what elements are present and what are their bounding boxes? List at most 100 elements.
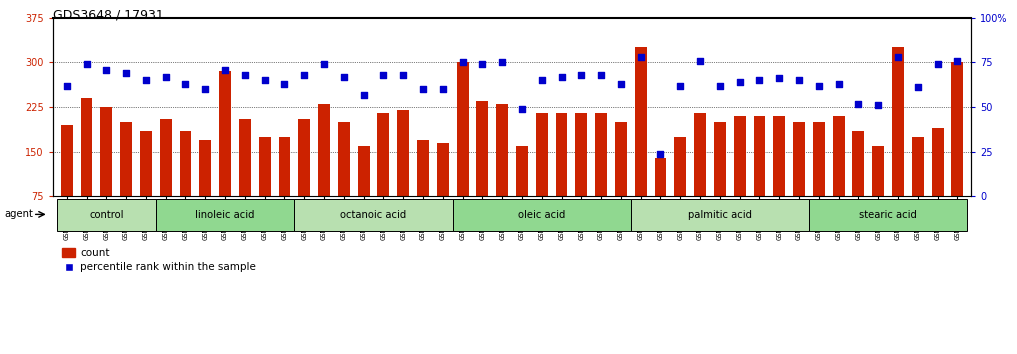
FancyBboxPatch shape: [453, 199, 631, 231]
Bar: [61, 125, 72, 241]
Point: [256, 78, 273, 83]
Point: [375, 72, 392, 78]
Bar: [714, 122, 726, 241]
Point: [752, 78, 768, 83]
Bar: [298, 119, 310, 241]
Bar: [120, 122, 132, 241]
Bar: [101, 107, 112, 241]
FancyBboxPatch shape: [631, 199, 809, 231]
Bar: [417, 140, 429, 241]
Bar: [655, 158, 666, 241]
Bar: [80, 98, 93, 241]
Point: [217, 67, 233, 72]
Point: [316, 61, 333, 67]
Point: [652, 151, 668, 156]
Point: [78, 61, 95, 67]
Point: [356, 92, 372, 97]
Bar: [199, 140, 212, 241]
Bar: [140, 131, 152, 241]
Point: [613, 81, 630, 87]
Bar: [555, 113, 567, 241]
Point: [930, 61, 946, 67]
Text: stearic acid: stearic acid: [859, 210, 917, 220]
Point: [731, 79, 747, 85]
Bar: [773, 116, 785, 241]
Point: [534, 78, 550, 83]
Bar: [576, 113, 587, 241]
Point: [59, 83, 75, 88]
Point: [514, 106, 530, 112]
FancyBboxPatch shape: [156, 199, 294, 231]
Bar: [733, 116, 745, 241]
Bar: [536, 113, 548, 241]
Point: [177, 81, 193, 87]
Bar: [833, 116, 844, 241]
FancyBboxPatch shape: [57, 199, 156, 231]
Bar: [239, 119, 251, 241]
Point: [909, 85, 925, 90]
Point: [494, 59, 511, 65]
Bar: [338, 122, 350, 241]
Point: [890, 54, 906, 60]
Point: [455, 59, 471, 65]
Point: [197, 86, 214, 92]
Bar: [595, 113, 607, 241]
Point: [158, 74, 174, 80]
Bar: [358, 146, 369, 241]
Point: [791, 78, 807, 83]
Text: control: control: [89, 210, 124, 220]
Bar: [695, 113, 706, 241]
Point: [277, 81, 293, 87]
FancyBboxPatch shape: [294, 199, 453, 231]
Bar: [457, 62, 469, 241]
Text: palmitic acid: palmitic acid: [687, 210, 752, 220]
Bar: [258, 137, 271, 241]
Bar: [398, 110, 409, 241]
Point: [672, 83, 689, 88]
Point: [771, 76, 787, 81]
Bar: [754, 116, 766, 241]
Bar: [932, 128, 944, 241]
Bar: [180, 131, 191, 241]
Bar: [674, 137, 686, 241]
Legend: count, percentile rank within the sample: count, percentile rank within the sample: [58, 244, 260, 277]
Bar: [873, 146, 884, 241]
Bar: [318, 104, 330, 241]
Bar: [496, 104, 508, 241]
Bar: [635, 47, 647, 241]
Point: [574, 72, 590, 78]
Point: [692, 58, 708, 63]
Point: [237, 72, 253, 78]
Text: octanoic acid: octanoic acid: [341, 210, 407, 220]
Bar: [813, 122, 825, 241]
Text: oleic acid: oleic acid: [518, 210, 565, 220]
Bar: [437, 143, 448, 241]
Bar: [160, 119, 172, 241]
Point: [296, 72, 312, 78]
Text: linoleic acid: linoleic acid: [195, 210, 255, 220]
Bar: [377, 113, 390, 241]
Point: [871, 102, 887, 108]
Point: [553, 74, 570, 80]
Text: GDS3648 / 17931: GDS3648 / 17931: [53, 9, 164, 22]
Bar: [279, 137, 291, 241]
Bar: [793, 122, 805, 241]
Point: [336, 74, 352, 80]
Point: [118, 70, 134, 76]
Point: [811, 83, 827, 88]
Point: [712, 83, 728, 88]
Point: [593, 72, 609, 78]
Bar: [219, 71, 231, 241]
Point: [949, 58, 965, 63]
Point: [850, 101, 866, 106]
FancyBboxPatch shape: [809, 199, 967, 231]
Point: [474, 61, 490, 67]
Point: [99, 67, 115, 72]
Point: [831, 81, 847, 87]
Bar: [516, 146, 528, 241]
Bar: [892, 47, 904, 241]
Bar: [912, 137, 923, 241]
Point: [434, 86, 451, 92]
Bar: [476, 101, 488, 241]
Point: [633, 54, 649, 60]
